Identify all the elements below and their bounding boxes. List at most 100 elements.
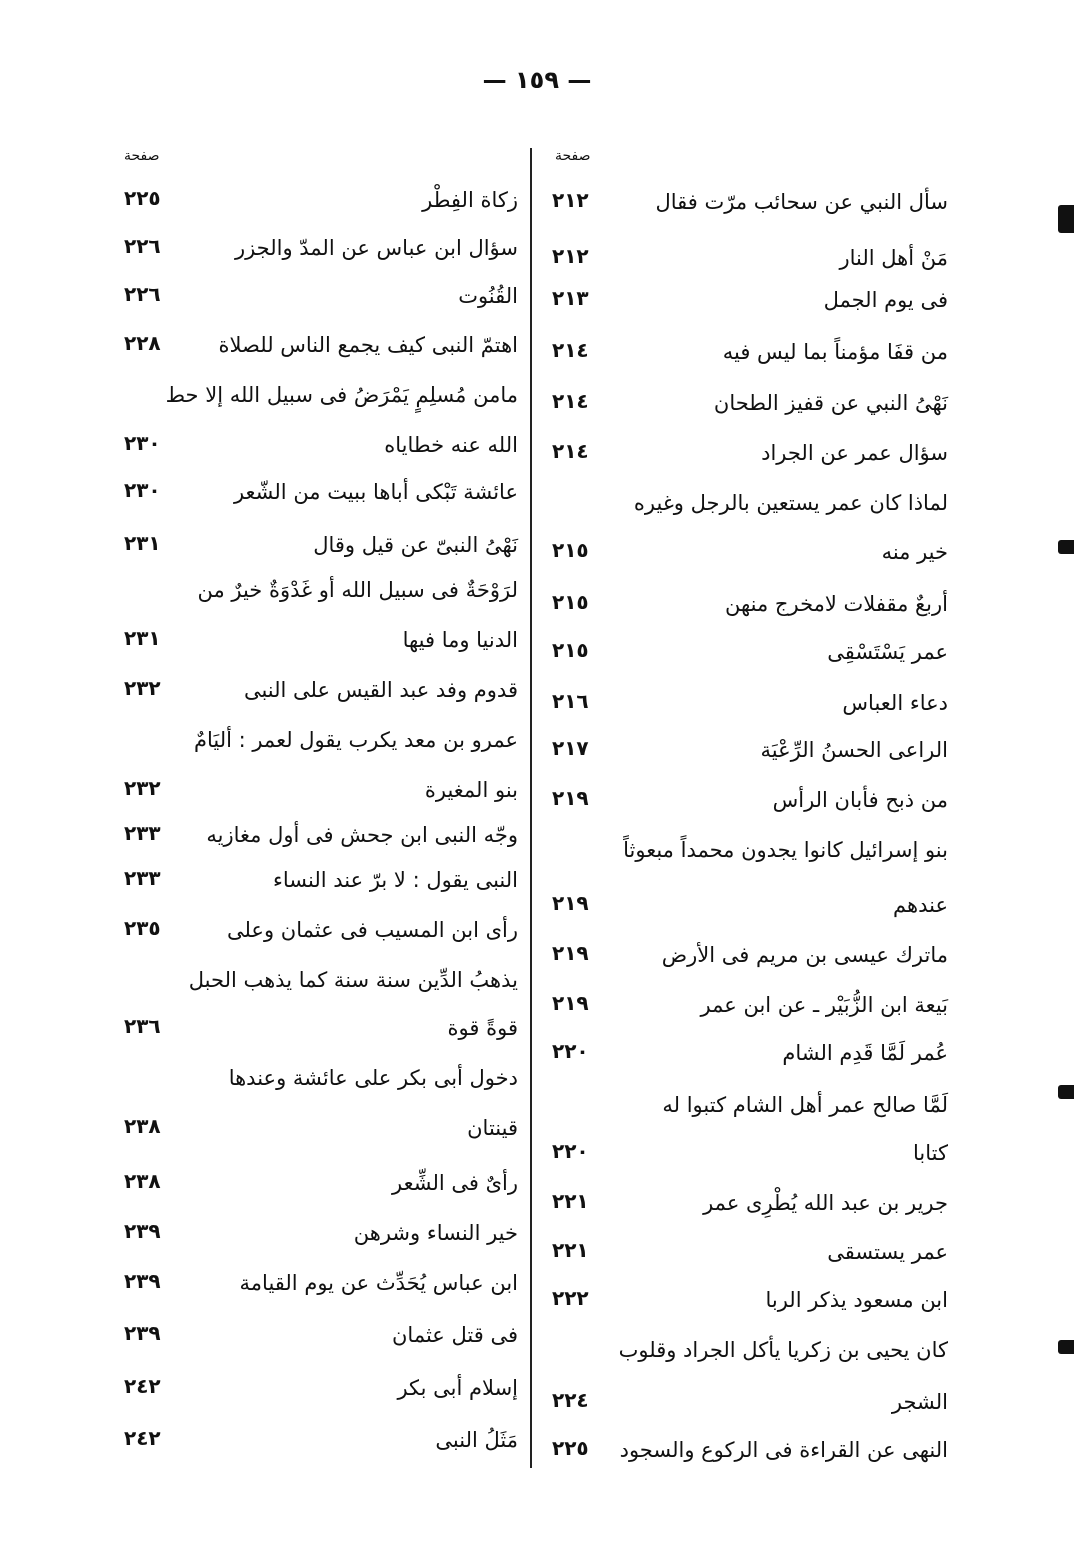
toc-entry-title: سؤال عمر عن الجراد xyxy=(761,441,948,465)
toc-entry-page: ٢١٦ xyxy=(552,689,589,713)
toc-entry-title: زكاة الفِطْر xyxy=(422,188,518,212)
toc-entry-page: ٢١٩ xyxy=(552,941,589,965)
toc-entry-page: ٢٣٨ xyxy=(124,1114,161,1138)
toc-entry-title: كتابا xyxy=(913,1141,948,1165)
toc-entry-page: ٢١٩ xyxy=(552,891,589,915)
toc-entry-title: خير منه xyxy=(881,540,948,564)
toc-entry-title: عُمر لَمَّا قَدِم الشام xyxy=(782,1041,948,1065)
toc-entry-page: ٢٣٢ xyxy=(124,776,161,800)
toc-entry-title: مامن مُسلِمٍ يَمْرَضُ فى سبيل الله إلا ح… xyxy=(165,383,518,407)
toc-entry-title: نَهْىُ النبىّ عن قيل وقال xyxy=(313,533,518,557)
toc-entry-title: جرير بن عبد الله يُطْرِى عمر xyxy=(703,1191,948,1215)
toc-entry-title: عمر يَسْتَسْقِى xyxy=(827,640,948,664)
toc-entry-page: ٢١٣ xyxy=(552,286,589,310)
toc-entry-page: ٢٢٠ xyxy=(552,1039,589,1063)
toc-entry-page: ٢٣٣ xyxy=(124,821,161,845)
scan-mark xyxy=(1058,540,1074,554)
toc-entry-title: رأىٌ فى الشِّعر xyxy=(392,1171,518,1195)
toc-entry-page: ٢١٩ xyxy=(552,991,589,1015)
toc-entry-page: ٢١٤ xyxy=(552,439,589,463)
toc-entry-title: رأى ابن المسيب فى عثمان وعلى xyxy=(226,918,518,942)
scan-mark xyxy=(1058,1085,1074,1099)
toc-entry-title: النبى يقول : لا برّ عند النساء xyxy=(273,868,518,892)
toc-entry-page: ٢١٥ xyxy=(552,538,589,562)
right-column-header: صفحة xyxy=(555,148,591,164)
toc-entry-title: نَهْىُ النبي عن قفيز الطحان xyxy=(713,391,948,415)
scan-mark xyxy=(1058,205,1074,233)
toc-entry-page: ٢٣١ xyxy=(124,531,161,555)
toc-entry-title: الراعى الحسنُ الرِّعْيَة xyxy=(760,738,949,762)
toc-entry-page: ٢٣١ xyxy=(124,626,161,650)
toc-entry-page: ٢٣٠ xyxy=(124,431,161,455)
toc-entry-title: الله عنه خطاياه xyxy=(384,433,518,457)
toc-entry-page: ٢١٢ xyxy=(552,244,589,268)
toc-entry-page: ٢١٢ xyxy=(552,188,589,212)
toc-entry-page: ٢٢٨ xyxy=(124,331,161,355)
toc-entry-title: كان يحيى بن زكريا يأكل الجراد وقلوب xyxy=(618,1338,948,1362)
toc-entry-title: من قفَا مؤمناً بما ليس فيه xyxy=(722,340,948,364)
toc-entry-page: ٢١٧ xyxy=(552,736,589,760)
toc-entry-title: قوةً قوة xyxy=(447,1016,518,1040)
toc-entry-title: سؤال ابن عباس عن المدّ والجزر xyxy=(234,236,518,260)
toc-entry-title: لماذا كان عمر يستعين بالرجل وغيره xyxy=(633,491,948,515)
toc-entry-page: ٢٣٣ xyxy=(124,866,161,890)
toc-entry-title: بنو المغيرة xyxy=(424,778,518,802)
toc-entry-title: عندهم xyxy=(893,893,948,917)
toc-entry-title: ابن عباس يُحَدِّث عن يوم القيامة xyxy=(239,1271,518,1295)
toc-entry-title: يذهبُ الدِّين سنة سنة كما يذهب الحبل xyxy=(188,968,518,992)
toc-entry-page: ٢٢١ xyxy=(552,1189,589,1213)
toc-entry-page: ٢٢٠ xyxy=(552,1139,589,1163)
toc-entry-page: ٢١٥ xyxy=(552,638,589,662)
scan-mark xyxy=(1058,1340,1074,1354)
toc-entry-title: لَمَّا صالح عمر أهل الشام كتبوا له xyxy=(662,1093,948,1117)
toc-entry-title: قينتان xyxy=(467,1116,518,1140)
toc-entry-page: ٢٢٦ xyxy=(124,282,161,306)
toc-entry-title: مَنْ أهل النار xyxy=(839,246,948,270)
toc-entry-title: مَثَلُ النبى xyxy=(435,1428,518,1452)
toc-entry-title: أربعٌ مقفلات لامخرج منهن xyxy=(725,592,948,616)
toc-entry-title: عمر يستسقى xyxy=(827,1240,948,1264)
toc-entry-page: ٢٣٩ xyxy=(124,1219,161,1243)
toc-entry-page: ٢٢٥ xyxy=(552,1436,589,1460)
toc-entry-title: وجّه النبى ابن جحش فى أول مغازيه xyxy=(206,823,518,847)
toc-entry-title: فى قتل عثمان xyxy=(392,1323,518,1347)
toc-entry-page: ٢١٩ xyxy=(552,786,589,810)
toc-entry-page: ٢٣٠ xyxy=(124,478,161,502)
toc-entry-title: بنو إسرائيل كانوا يجدون محمداً مبعوثاً xyxy=(623,838,948,862)
toc-entry-page: ٢١٥ xyxy=(552,590,589,614)
toc-entry-title: قدوم وفد عبد القيس على النبى xyxy=(243,678,518,702)
left-column-header: صفحة xyxy=(124,148,160,164)
toc-entry-title: خير النساء وشرهن xyxy=(353,1221,518,1245)
toc-entry-title: إسلام أبى بكر xyxy=(397,1376,518,1400)
toc-entry-page: ٢٣٩ xyxy=(124,1269,161,1293)
toc-entry-title: عمرو بن معد يكرب يقول لعمر : أليَامٌ xyxy=(193,728,518,752)
toc-entry-page: ٢٢٦ xyxy=(124,234,161,258)
toc-entry-title: ماترك عيسى بن مريم فى الأرض xyxy=(661,943,948,967)
toc-entry-page: ٢٢٢ xyxy=(552,1286,589,1310)
toc-entry-page: ٢١٤ xyxy=(552,338,589,362)
toc-entry-page: ٢٣٩ xyxy=(124,1321,161,1345)
toc-entry-page: ٢٣٢ xyxy=(124,676,161,700)
toc-entry-title: بَيعة ابن الزُّبَيْر ـ عن ابن عمر xyxy=(700,993,948,1017)
column-divider xyxy=(530,148,532,1468)
toc-entry-title: القُنُوت xyxy=(458,284,518,308)
toc-entry-title: دخول أبى بكر على عائشة وعندها xyxy=(228,1066,518,1090)
toc-entry-title: دعاء العباس xyxy=(842,691,948,715)
toc-entry-page: ٢٣٥ xyxy=(124,916,161,940)
toc-entry-page: ٢١٤ xyxy=(552,389,589,413)
toc-entry-title: اهتمّ النبى كيف يجمع الناس للصلاة xyxy=(218,333,519,357)
toc-entry-page: ٢٢٤ xyxy=(552,1388,589,1412)
toc-entry-page: ٢٣٨ xyxy=(124,1169,161,1193)
toc-entry-page: ٢٣٦ xyxy=(124,1014,161,1038)
toc-entry-page: ٢٢١ xyxy=(552,1238,589,1262)
toc-entry-title: سأل النبي عن سحائب مرّت فقال xyxy=(655,190,949,214)
page-number: — ١٥٩ — xyxy=(482,66,592,94)
toc-entry-title: النهى عن القراءة فى الركوع والسجود xyxy=(619,1438,948,1462)
toc-entry-title: عائشة تَبْكى أباها ببيت من الشّعر xyxy=(233,480,518,504)
toc-entry-title: فى يوم الجمل xyxy=(823,288,948,312)
toc-entry-title: الشجر xyxy=(891,1390,948,1414)
toc-entry-title: الدنيا وما فيها xyxy=(402,628,518,652)
toc-entry-title: من ذبح فأبان الرأس xyxy=(772,788,948,812)
toc-entry-page: ٢٤٢ xyxy=(124,1426,161,1450)
toc-entry-title: ابن مسعود يذكر الربا xyxy=(765,1288,948,1312)
